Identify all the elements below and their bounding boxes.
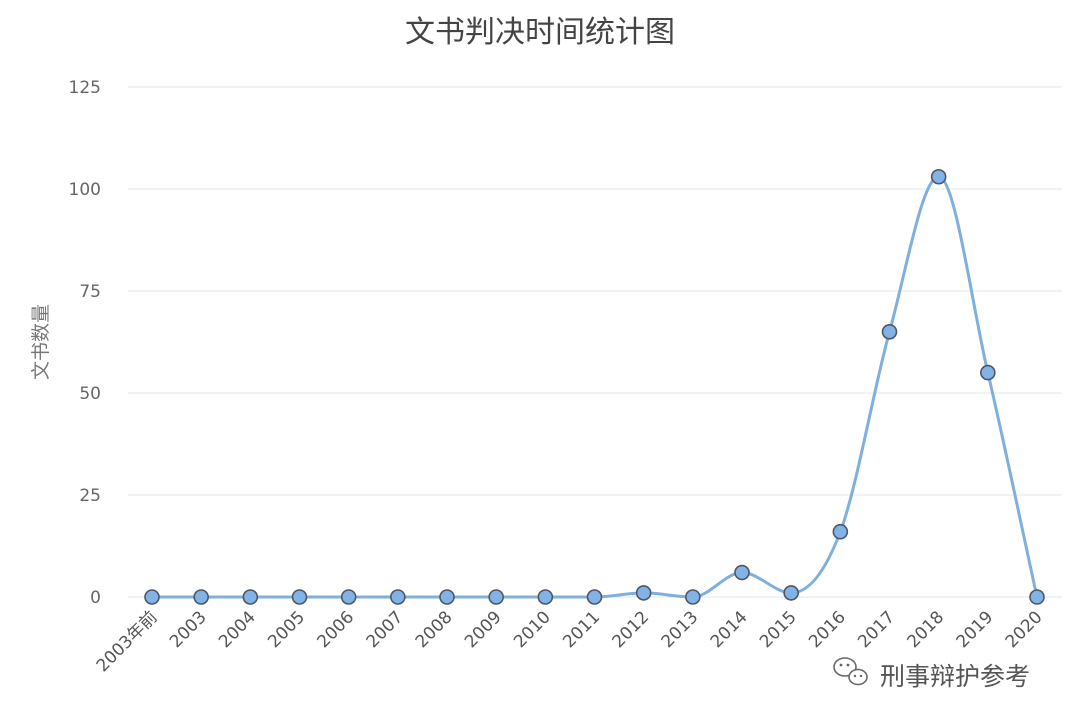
watermark-text: 刑事辩护参考 — [880, 662, 1030, 691]
x-tick-label: 2018 — [903, 607, 948, 652]
data-point-2018 — [930, 168, 947, 185]
y-tick-label: 100 — [69, 180, 101, 200]
data-point-2003 — [193, 589, 209, 605]
gridlines — [128, 86, 1062, 598]
data-point-2013 — [685, 589, 701, 605]
data-point-2016 — [832, 523, 849, 540]
y-tick-label: 25 — [79, 486, 101, 506]
data-point-2014 — [734, 564, 750, 581]
x-tick-label: 2020 — [1002, 607, 1047, 652]
data-points — [144, 168, 1045, 605]
chart-title: 文书判决时间统计图 — [405, 15, 675, 50]
x-tick-label: 2003年前 — [93, 607, 162, 676]
series-line-group — [151, 175, 1039, 599]
x-tick-label: 2017 — [854, 607, 899, 652]
x-tick-label: 2012 — [608, 607, 653, 652]
y-tick-label: 75 — [79, 282, 101, 302]
x-tick-label: 2010 — [510, 607, 555, 652]
x-tick-label: 2013 — [658, 607, 703, 652]
y-tick-label: 0 — [90, 588, 101, 608]
data-point-2009 — [488, 589, 504, 605]
data-point-2017 — [881, 323, 898, 340]
x-tick-label: 2007 — [363, 607, 408, 652]
x-tick-label: 2011 — [559, 607, 604, 652]
x-tick-label: 2016 — [805, 607, 850, 652]
y-tick-labels: 0 25 50 75 100 125 — [69, 78, 101, 608]
data-point-2003年前 — [144, 589, 160, 605]
data-point-2007 — [390, 589, 406, 605]
data-point-2015 — [783, 585, 799, 601]
series-line — [151, 175, 1039, 599]
x-tick-label: 2019 — [953, 607, 998, 652]
watermark: 刑事辩护参考 — [833, 657, 1030, 691]
x-tick-label: 2015 — [756, 607, 801, 652]
x-tick-label: 2014 — [707, 607, 752, 652]
y-tick-label: 125 — [69, 78, 101, 98]
x-tick-label: 2004 — [215, 607, 260, 652]
x-tick-label: 2008 — [412, 607, 457, 652]
data-point-2019 — [980, 364, 996, 381]
x-tick-label: 2003 — [166, 607, 211, 652]
y-tick-label: 50 — [79, 384, 101, 404]
data-point-2011 — [586, 589, 603, 605]
data-point-2006 — [340, 589, 357, 605]
data-point-2010 — [537, 589, 554, 605]
data-point-2012 — [635, 585, 652, 601]
data-point-2020 — [1029, 589, 1045, 605]
wechat-icon — [833, 657, 868, 686]
x-tick-label: 2006 — [313, 607, 358, 652]
x-tick-label: 2009 — [461, 607, 506, 652]
x-tick-label: 2005 — [264, 607, 309, 652]
data-point-2004 — [242, 589, 259, 605]
data-point-2005 — [291, 589, 308, 605]
data-point-2008 — [439, 589, 455, 605]
y-axis-label: 文书数量 — [30, 304, 52, 380]
